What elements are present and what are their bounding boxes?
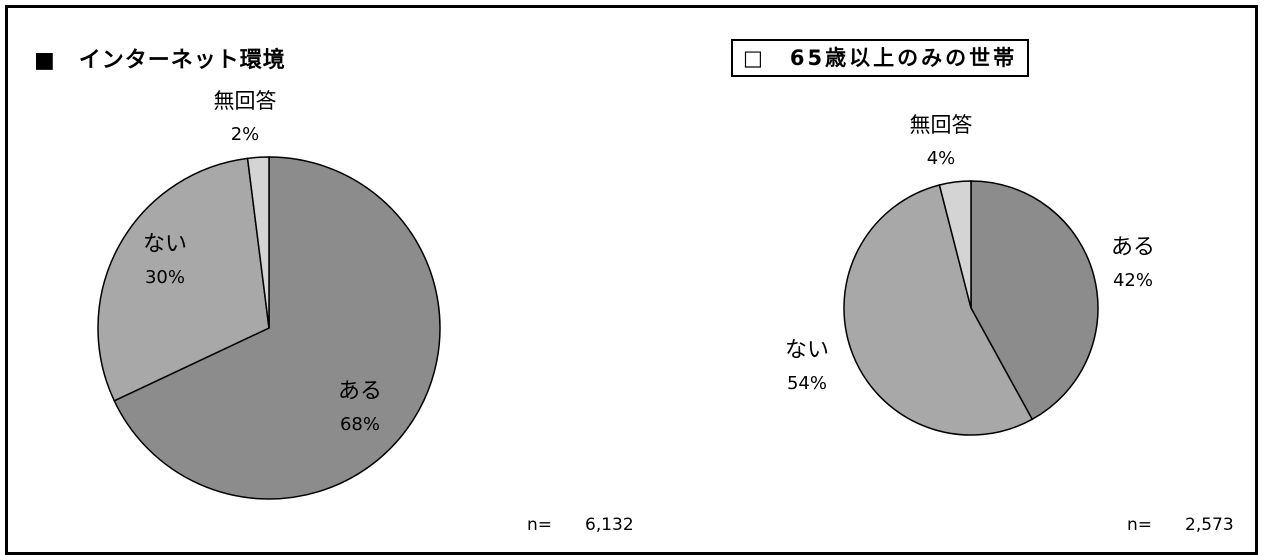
- right-slice-mukaitou: [938, 180, 972, 309]
- left-sample-size: n= 6,132: [527, 515, 634, 535]
- left-value-mukaitou: 2%: [231, 124, 260, 145]
- left-label-nai: ない: [143, 232, 187, 257]
- left-value-nai: 30%: [145, 267, 185, 288]
- right-sample-size: n= 2,573: [1127, 515, 1234, 535]
- right-value-aru: 42%: [1113, 270, 1153, 291]
- right-slice-aru: [970, 180, 1099, 421]
- left-slice-mukaitou: [246, 156, 270, 329]
- right-value-mukaitou: 4%: [927, 148, 956, 169]
- right-chart-title: □ 65歳以上のみの世帯: [731, 39, 1030, 77]
- left-slice-aru: [113, 156, 441, 500]
- left-label-aru: ある: [338, 379, 382, 404]
- left-n-label: n=: [527, 515, 553, 535]
- left-label-mukaitou: 無回答: [214, 89, 277, 113]
- left-n-value: 6,132: [585, 515, 634, 535]
- right-value-nai: 54%: [787, 373, 827, 394]
- left-slice-nai: [97, 157, 270, 402]
- right-n-value: 2,573: [1185, 515, 1234, 535]
- left-value-aru: 68%: [340, 414, 380, 435]
- right-label-mukaitou: 無回答: [910, 113, 973, 137]
- right-label-aru: ある: [1111, 235, 1155, 260]
- right-label-nai: ない: [785, 338, 829, 363]
- right-slice-nai: [843, 184, 1034, 436]
- left-chart-title: ■ インターネット環境: [34, 48, 286, 73]
- right-n-label: n=: [1127, 515, 1153, 535]
